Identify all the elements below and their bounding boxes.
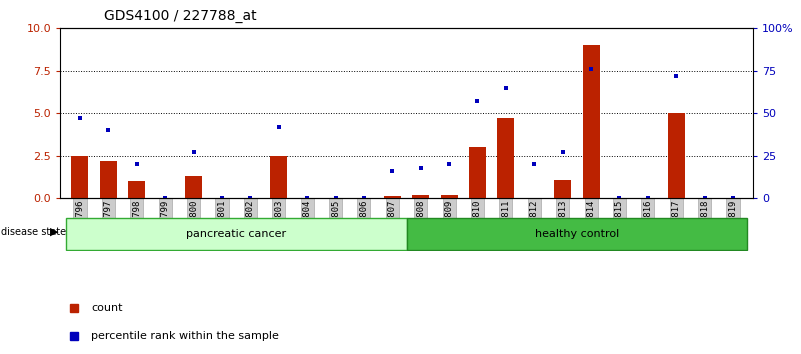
Bar [441,195,457,198]
Bar [384,196,400,198]
Bar [469,147,486,198]
Bar [270,156,288,198]
Text: ▶: ▶ [50,227,58,237]
Bar [406,218,747,250]
Bar [497,118,514,198]
Text: pancreatic cancer: pancreatic cancer [186,229,286,239]
Bar [554,179,571,198]
Text: count: count [91,303,123,313]
Bar [128,181,145,198]
Bar [100,161,117,198]
Bar [413,195,429,198]
Bar [582,45,600,198]
Bar [71,156,88,198]
Text: GDS4100 / 227788_at: GDS4100 / 227788_at [104,9,257,23]
Bar [185,176,202,198]
Text: disease state: disease state [1,227,66,237]
Bar [66,218,406,250]
Bar [668,113,685,198]
Text: healthy control: healthy control [535,229,619,239]
Text: percentile rank within the sample: percentile rank within the sample [91,331,279,341]
